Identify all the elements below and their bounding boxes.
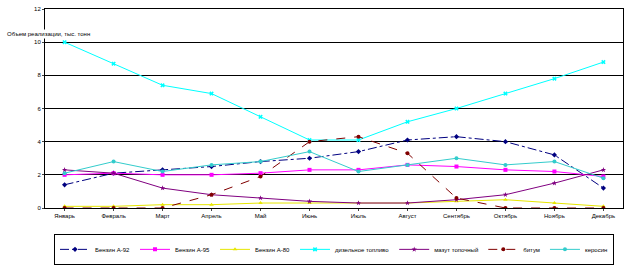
svg-text:4: 4 — [37, 139, 41, 145]
svg-text:Февраль: Февраль — [101, 213, 125, 219]
svg-text:12: 12 — [34, 6, 41, 12]
svg-text:Июнь: Июнь — [302, 213, 317, 219]
svg-text:Январь: Январь — [54, 213, 75, 219]
svg-text:Апрель: Апрель — [201, 213, 221, 219]
svg-text:Бензин А-92: Бензин А-92 — [95, 247, 130, 253]
svg-text:Июль: Июль — [351, 213, 366, 219]
svg-text:8: 8 — [37, 72, 41, 78]
svg-text:дизельное топливо: дизельное топливо — [335, 247, 389, 253]
svg-text:10: 10 — [34, 39, 41, 45]
svg-text:Ноябрь: Ноябрь — [544, 213, 565, 219]
svg-text:Сентябрь: Сентябрь — [443, 213, 470, 219]
svg-text:Бензин А-95: Бензин А-95 — [175, 247, 210, 253]
svg-text:2: 2 — [37, 172, 41, 178]
svg-text:0: 0 — [37, 205, 41, 211]
svg-text:мазут топочный: мазут топочный — [434, 247, 478, 253]
svg-text:Март: Март — [155, 213, 170, 219]
svg-text:битум: битум — [523, 247, 540, 253]
svg-text:Октябрь: Октябрь — [494, 213, 517, 219]
svg-text:Май: Май — [255, 213, 267, 219]
svg-text:Август: Август — [398, 213, 416, 219]
svg-text:керосин: керосин — [585, 247, 607, 253]
svg-text:Объем реализации, тыс. тонн: Объем реализации, тыс. тонн — [7, 31, 90, 37]
svg-text:Декабрь: Декабрь — [592, 213, 615, 219]
svg-text:Бензин А-80: Бензин А-80 — [255, 247, 290, 253]
svg-text:6: 6 — [37, 106, 41, 112]
